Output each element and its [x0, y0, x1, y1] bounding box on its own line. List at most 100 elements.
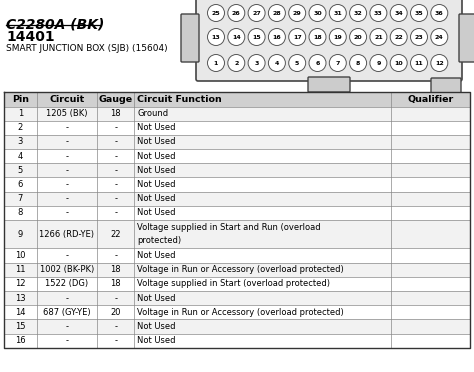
Circle shape	[431, 4, 448, 22]
Text: 14401: 14401	[6, 30, 55, 44]
Bar	[4, 220, 470, 248]
Text: 11: 11	[415, 61, 423, 65]
Bar	[4, 320, 470, 334]
Bar	[4, 263, 470, 277]
Text: -: -	[65, 180, 68, 189]
Text: 1205 (BK): 1205 (BK)	[46, 109, 88, 118]
Text: 13: 13	[211, 35, 220, 39]
Circle shape	[370, 29, 387, 45]
Circle shape	[268, 29, 285, 45]
Text: 28: 28	[273, 10, 281, 16]
Text: -: -	[114, 152, 118, 161]
Text: -: -	[114, 194, 118, 203]
Text: Not Used: Not Used	[137, 152, 176, 161]
Text: 8: 8	[18, 208, 23, 218]
Text: 14: 14	[232, 35, 241, 39]
Circle shape	[208, 4, 225, 22]
Text: 5: 5	[18, 166, 23, 175]
Circle shape	[208, 55, 225, 71]
Text: 1: 1	[18, 109, 23, 118]
Text: 10: 10	[394, 61, 403, 65]
Text: 1002 (BK-PK): 1002 (BK-PK)	[40, 265, 94, 274]
Text: -: -	[114, 294, 118, 303]
Text: 31: 31	[333, 10, 342, 16]
Circle shape	[289, 29, 306, 45]
Text: 4: 4	[275, 61, 279, 65]
Text: Qualifier: Qualifier	[407, 95, 454, 104]
Circle shape	[329, 4, 346, 22]
Text: 7: 7	[18, 194, 23, 203]
Circle shape	[370, 55, 387, 71]
Text: Not Used: Not Used	[137, 194, 176, 203]
Text: -: -	[65, 208, 68, 218]
Circle shape	[289, 4, 306, 22]
FancyBboxPatch shape	[196, 0, 462, 81]
Text: Not Used: Not Used	[137, 336, 176, 345]
Circle shape	[228, 29, 245, 45]
Text: 8: 8	[356, 61, 360, 65]
Text: -: -	[114, 208, 118, 218]
Circle shape	[410, 4, 428, 22]
Text: 3: 3	[18, 138, 23, 147]
Text: Not Used: Not Used	[137, 208, 176, 218]
Text: -: -	[65, 166, 68, 175]
FancyBboxPatch shape	[181, 14, 199, 62]
Text: Voltage supplied in Start and Run (overload: Voltage supplied in Start and Run (overl…	[137, 223, 321, 232]
Text: SMART JUNCTION BOX (SJB) (15604): SMART JUNCTION BOX (SJB) (15604)	[6, 44, 168, 53]
Text: protected): protected)	[137, 236, 182, 245]
Circle shape	[410, 29, 428, 45]
Text: -: -	[114, 322, 118, 331]
Text: -: -	[114, 138, 118, 147]
Text: 13: 13	[15, 294, 26, 303]
Bar	[4, 334, 470, 348]
Text: 18: 18	[313, 35, 322, 39]
Text: Not Used: Not Used	[137, 138, 176, 147]
Text: 22: 22	[394, 35, 403, 39]
Text: -: -	[114, 166, 118, 175]
Circle shape	[268, 4, 285, 22]
Circle shape	[350, 29, 366, 45]
Text: 5: 5	[295, 61, 300, 65]
Text: 10: 10	[15, 251, 26, 260]
Text: Not Used: Not Used	[137, 322, 176, 331]
Circle shape	[248, 55, 265, 71]
FancyBboxPatch shape	[431, 78, 461, 98]
Circle shape	[431, 55, 448, 71]
Circle shape	[228, 55, 245, 71]
Text: Not Used: Not Used	[137, 123, 176, 132]
Text: 11: 11	[15, 265, 26, 274]
Circle shape	[370, 4, 387, 22]
Circle shape	[431, 29, 448, 45]
Text: -: -	[114, 123, 118, 132]
Text: 27: 27	[252, 10, 261, 16]
Text: -: -	[114, 251, 118, 260]
Text: 32: 32	[354, 10, 363, 16]
Circle shape	[309, 29, 326, 45]
Text: 9: 9	[376, 61, 381, 65]
Text: 1: 1	[214, 61, 218, 65]
Circle shape	[390, 55, 407, 71]
Text: Circuit: Circuit	[49, 95, 84, 104]
Text: 2: 2	[234, 61, 238, 65]
Circle shape	[228, 4, 245, 22]
Bar	[4, 92, 470, 106]
Text: Voltage in Run or Accessory (overload protected): Voltage in Run or Accessory (overload pr…	[137, 265, 344, 274]
Text: Not Used: Not Used	[137, 251, 176, 260]
Circle shape	[268, 55, 285, 71]
Text: 17: 17	[293, 35, 301, 39]
Text: 6: 6	[18, 180, 23, 189]
Circle shape	[309, 55, 326, 71]
Text: 23: 23	[415, 35, 423, 39]
Text: 1266 (RD-YE): 1266 (RD-YE)	[39, 230, 94, 239]
Text: 15: 15	[252, 35, 261, 39]
FancyBboxPatch shape	[459, 14, 474, 62]
Circle shape	[390, 4, 407, 22]
Text: 12: 12	[435, 61, 444, 65]
Text: 9: 9	[18, 230, 23, 239]
Text: 2: 2	[18, 123, 23, 132]
Circle shape	[289, 55, 306, 71]
Circle shape	[309, 4, 326, 22]
Text: -: -	[65, 322, 68, 331]
FancyBboxPatch shape	[308, 77, 350, 92]
Circle shape	[410, 55, 428, 71]
